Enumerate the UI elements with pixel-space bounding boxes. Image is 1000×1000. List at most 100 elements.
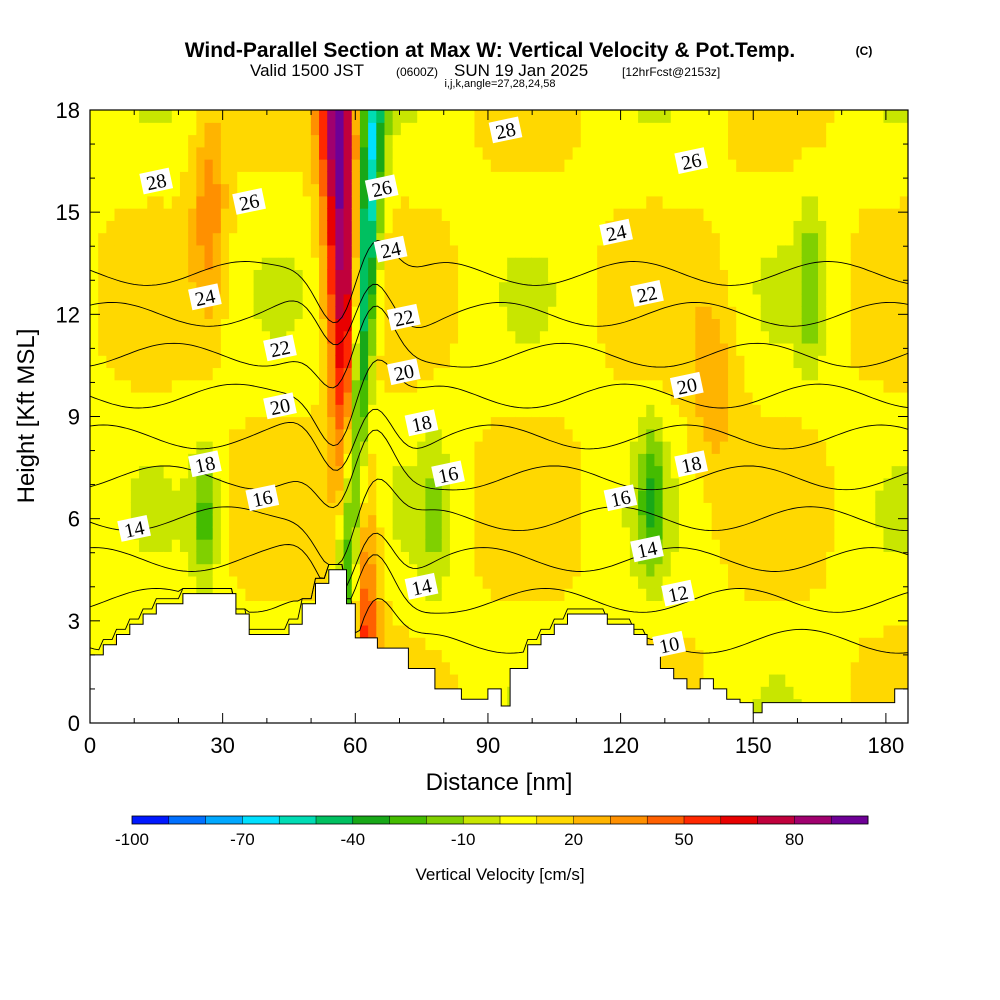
velocity-cell xyxy=(384,453,394,467)
velocity-cell xyxy=(695,306,705,320)
velocity-cell xyxy=(499,404,508,418)
velocity-cell xyxy=(507,195,516,209)
velocity-cell xyxy=(458,441,467,454)
velocity-cell xyxy=(490,404,500,418)
velocity-cell xyxy=(597,146,606,160)
velocity-cell xyxy=(499,220,508,234)
velocity-cell xyxy=(171,146,181,160)
velocity-cell xyxy=(433,244,443,258)
velocity-cell xyxy=(490,208,500,221)
velocity-cell xyxy=(335,318,345,332)
velocity-cell xyxy=(392,490,402,503)
velocity-cell xyxy=(703,208,713,221)
velocity-cell xyxy=(327,551,336,565)
velocity-cell xyxy=(163,269,173,283)
velocity-cell xyxy=(531,588,541,601)
velocity-cell xyxy=(793,281,803,295)
subtitle-valid: Valid 1500 JST xyxy=(250,61,364,80)
velocity-cell xyxy=(433,195,443,209)
velocity-cell xyxy=(760,404,770,418)
velocity-cell xyxy=(212,269,222,283)
velocity-cell xyxy=(212,110,222,111)
velocity-cell xyxy=(155,281,165,295)
velocity-cell xyxy=(409,269,418,283)
velocity-cell xyxy=(253,367,263,381)
velocity-cell xyxy=(499,490,508,503)
velocity-cell xyxy=(646,330,656,344)
velocity-cell xyxy=(818,379,827,393)
velocity-cell xyxy=(139,428,148,442)
velocity-cell xyxy=(809,367,819,381)
velocity-cell xyxy=(801,416,811,430)
velocity-cell xyxy=(621,257,631,270)
velocity-cell xyxy=(261,612,271,626)
velocity-cell xyxy=(564,244,574,258)
velocity-cell xyxy=(801,637,811,651)
velocity-cell xyxy=(449,330,459,344)
velocity-cell xyxy=(163,220,173,234)
velocity-cell xyxy=(90,269,99,283)
velocity-cell xyxy=(785,110,795,111)
velocity-cell xyxy=(613,514,623,528)
velocity-cell xyxy=(850,134,860,148)
velocity-cell xyxy=(875,110,885,123)
velocity-cell xyxy=(834,195,844,209)
velocity-cell xyxy=(196,306,206,320)
velocity-cell xyxy=(768,330,778,344)
velocity-cell xyxy=(474,208,484,221)
velocity-cell xyxy=(474,110,484,111)
velocity-cell xyxy=(818,612,827,626)
velocity-cell xyxy=(392,134,402,148)
velocity-cell xyxy=(867,342,876,356)
velocity-cell xyxy=(605,514,615,528)
velocity-cell xyxy=(736,146,745,160)
velocity-cell xyxy=(777,416,786,430)
velocity-cell xyxy=(588,159,598,172)
velocity-cell xyxy=(809,404,819,418)
velocity-cell xyxy=(220,453,230,467)
velocity-cell xyxy=(441,661,451,675)
velocity-cell xyxy=(163,563,173,577)
velocity-cell xyxy=(245,220,255,234)
velocity-cell xyxy=(728,110,737,123)
velocity-cell xyxy=(711,183,721,197)
velocity-cell xyxy=(744,526,754,540)
velocity-cell xyxy=(147,575,157,589)
velocity-cell xyxy=(139,159,148,172)
velocity-cell xyxy=(515,428,525,442)
velocity-cell xyxy=(261,244,271,258)
velocity-cell xyxy=(638,183,647,197)
velocity-cell xyxy=(777,318,786,332)
velocity-cell xyxy=(196,404,206,418)
velocity-cell xyxy=(106,637,116,651)
velocity-cell xyxy=(482,281,492,295)
velocity-cell xyxy=(433,624,443,638)
velocity-cell xyxy=(114,232,124,246)
velocity-cell xyxy=(719,453,729,467)
velocity-cell xyxy=(490,624,500,638)
velocity-cell xyxy=(572,110,582,123)
velocity-cell xyxy=(261,159,271,172)
velocity-cell xyxy=(523,526,533,540)
velocity-cell xyxy=(834,355,844,369)
velocity-cell xyxy=(196,232,206,246)
velocity-cell xyxy=(384,110,394,111)
velocity-cell xyxy=(875,588,885,601)
velocity-cell xyxy=(466,220,476,234)
velocity-cell xyxy=(793,306,803,320)
velocity-cell xyxy=(670,563,680,577)
velocity-cell xyxy=(310,391,320,405)
velocity-cell xyxy=(499,195,508,209)
velocity-cell xyxy=(188,257,197,270)
velocity-cell xyxy=(351,318,361,332)
velocity-cell xyxy=(556,539,566,552)
velocity-cell xyxy=(229,171,238,185)
velocity-cell xyxy=(662,232,672,246)
velocity-cell xyxy=(760,465,770,479)
velocity-cell xyxy=(515,551,525,565)
velocity-cell xyxy=(106,367,116,381)
velocity-cell xyxy=(163,575,173,589)
velocity-cell xyxy=(130,122,140,136)
velocity-cell xyxy=(736,244,745,258)
velocity-cell xyxy=(638,367,647,381)
